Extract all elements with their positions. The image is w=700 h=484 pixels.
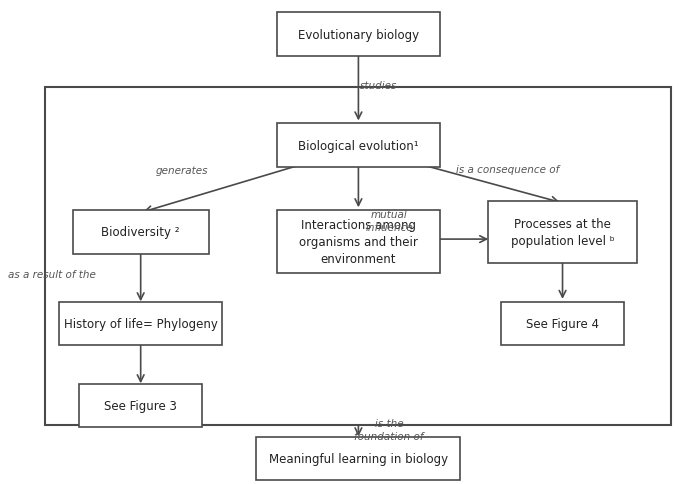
Text: Biological evolution¹: Biological evolution¹ [298, 139, 419, 152]
Text: Processes at the
population level ᵇ: Processes at the population level ᵇ [511, 217, 615, 247]
FancyBboxPatch shape [59, 302, 223, 346]
FancyBboxPatch shape [73, 211, 209, 254]
Text: Interactions among
organisms and their
environment: Interactions among organisms and their e… [299, 219, 418, 265]
Text: Biodiversity ²: Biodiversity ² [102, 226, 180, 239]
FancyBboxPatch shape [79, 384, 202, 427]
FancyBboxPatch shape [276, 124, 440, 167]
FancyBboxPatch shape [276, 14, 440, 57]
Text: History of life= Phylogeny: History of life= Phylogeny [64, 318, 218, 330]
FancyBboxPatch shape [488, 201, 638, 264]
FancyBboxPatch shape [276, 211, 440, 273]
Text: generates: generates [155, 166, 208, 176]
Text: Meaningful learning in biology: Meaningful learning in biology [269, 452, 448, 465]
Text: is the
foundation of: is the foundation of [354, 419, 424, 441]
Text: is a consequence of: is a consequence of [456, 165, 560, 175]
FancyBboxPatch shape [256, 437, 461, 480]
FancyBboxPatch shape [501, 302, 624, 346]
Text: See Figure 3: See Figure 3 [104, 399, 177, 412]
Text: studies: studies [360, 81, 398, 91]
Text: mutual
influence: mutual influence [365, 210, 413, 232]
Text: as a result of the: as a result of the [8, 270, 96, 280]
Text: Evolutionary biology: Evolutionary biology [298, 29, 419, 42]
Text: See Figure 4: See Figure 4 [526, 318, 599, 330]
